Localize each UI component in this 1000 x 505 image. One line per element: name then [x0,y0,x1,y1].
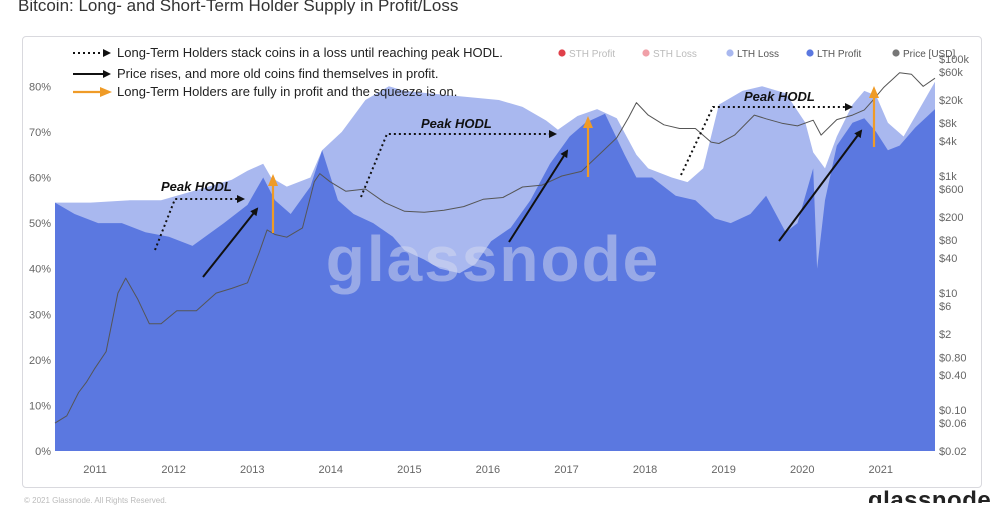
y-tick-left: 0% [35,446,51,458]
y-tick-right: $600 [939,184,963,196]
y-tick-right: $8k [939,118,957,130]
y-tick-right: $200 [939,212,963,224]
dotted-arrow-2014 [360,130,557,198]
black-arrow-2016 [508,149,569,243]
footnote: © 2021 Glassnode. All Rights Reserved. [24,496,167,505]
legend-item-price-usd[interactable]: Price [USD] [892,49,955,60]
legend-label: LTH Loss [737,49,779,60]
x-tick: 2020 [790,464,814,476]
legend-swatch [642,49,650,57]
y-tick-right: $80 [939,235,957,247]
legend-swatch [806,49,814,57]
dotted-arrow-2012 [154,195,245,251]
x-tick: 2014 [319,464,343,476]
x-tick: 2012 [161,464,185,476]
y-tick-left: 10% [29,400,51,412]
y-tick-left: 20% [29,355,51,367]
black-arrow-2020 [778,129,863,242]
x-tick: 2018 [633,464,657,476]
x-tick: 2021 [869,464,893,476]
legend-swatch [558,49,566,57]
chart-svg: glassnode 0% 10% 20% 30% 40% 50% 60% 70% 80% $100… [29,45,970,476]
legend-label: STH Loss [653,49,697,60]
legend-label: LTH Profit [817,49,861,60]
y-tick-right: $4k [939,136,957,148]
x-tick: 2016 [476,464,500,476]
y-tick-left: 40% [29,264,51,276]
y-tick-right: $10 [939,288,957,300]
x-tick: 2017 [554,464,578,476]
y-tick-left: 60% [29,173,51,185]
peak-hodl-label: Peak HODL [744,89,815,104]
x-tick: 2019 [711,464,735,476]
peak-hodl-label: Peak HODL [421,116,492,131]
legend-label: STH Profit [569,49,615,60]
y-tick-left: 50% [29,218,51,230]
y-tick-right: $2 [939,329,951,341]
page-title: Bitcoin: Long- and Short-Term Holder Sup… [18,0,459,15]
annotation-dotted-text: Long-Term Holders stack coins in a loss … [117,45,503,60]
y-tick-right: $0.40 [939,370,967,382]
brand-logo: glassnode [868,488,992,503]
y-tick-left: 30% [29,309,51,321]
y-tick-right: $0.02 [939,446,967,458]
peak-hodl-label: Peak HODL [161,179,232,194]
legend-item-lth-profit[interactable]: LTH Profit [806,49,861,60]
y-tick-right: $0.06 [939,418,967,430]
x-tick: 2011 [83,464,107,476]
legend-swatch [726,49,734,57]
y-tick-right: $6 [939,301,951,313]
x-tick: 2015 [397,464,421,476]
x-tick: 2013 [240,464,264,476]
annotation-orange-text: Long-Term Holders are fully in profit an… [117,84,457,99]
y-tick-right: $100k [939,54,969,66]
y-tick-left: 80% [29,81,51,93]
black-arrow-2012 [202,207,259,278]
dotted-arrow-2019 [680,103,853,176]
y-tick-right: $60k [939,67,963,79]
lth-profit-area [55,109,935,451]
y-tick-right: $40 [939,253,957,265]
legend-swatch [892,49,900,57]
annotation-black-text: Price rises, and more old coins find the… [117,66,439,81]
y-tick-right: $0.80 [939,352,967,364]
watermark: glassnode [326,223,661,295]
y-tick-right: $1k [939,171,957,183]
legend-item-sth-loss[interactable]: STH Loss [642,49,697,60]
legend-item-lth-loss[interactable]: LTH Loss [726,49,779,60]
chart-card: glassnode 0% 10% 20% 30% 40% 50% 60% 70% 80% $100… [22,36,982,488]
y-tick-right: $20k [939,95,963,107]
price-line [54,72,936,424]
legend-label: Price [USD] [903,49,955,60]
legend-item-sth-profit[interactable]: STH Profit [558,49,615,60]
y-tick-left: 70% [29,127,51,139]
y-tick-right: $0.10 [939,405,967,417]
